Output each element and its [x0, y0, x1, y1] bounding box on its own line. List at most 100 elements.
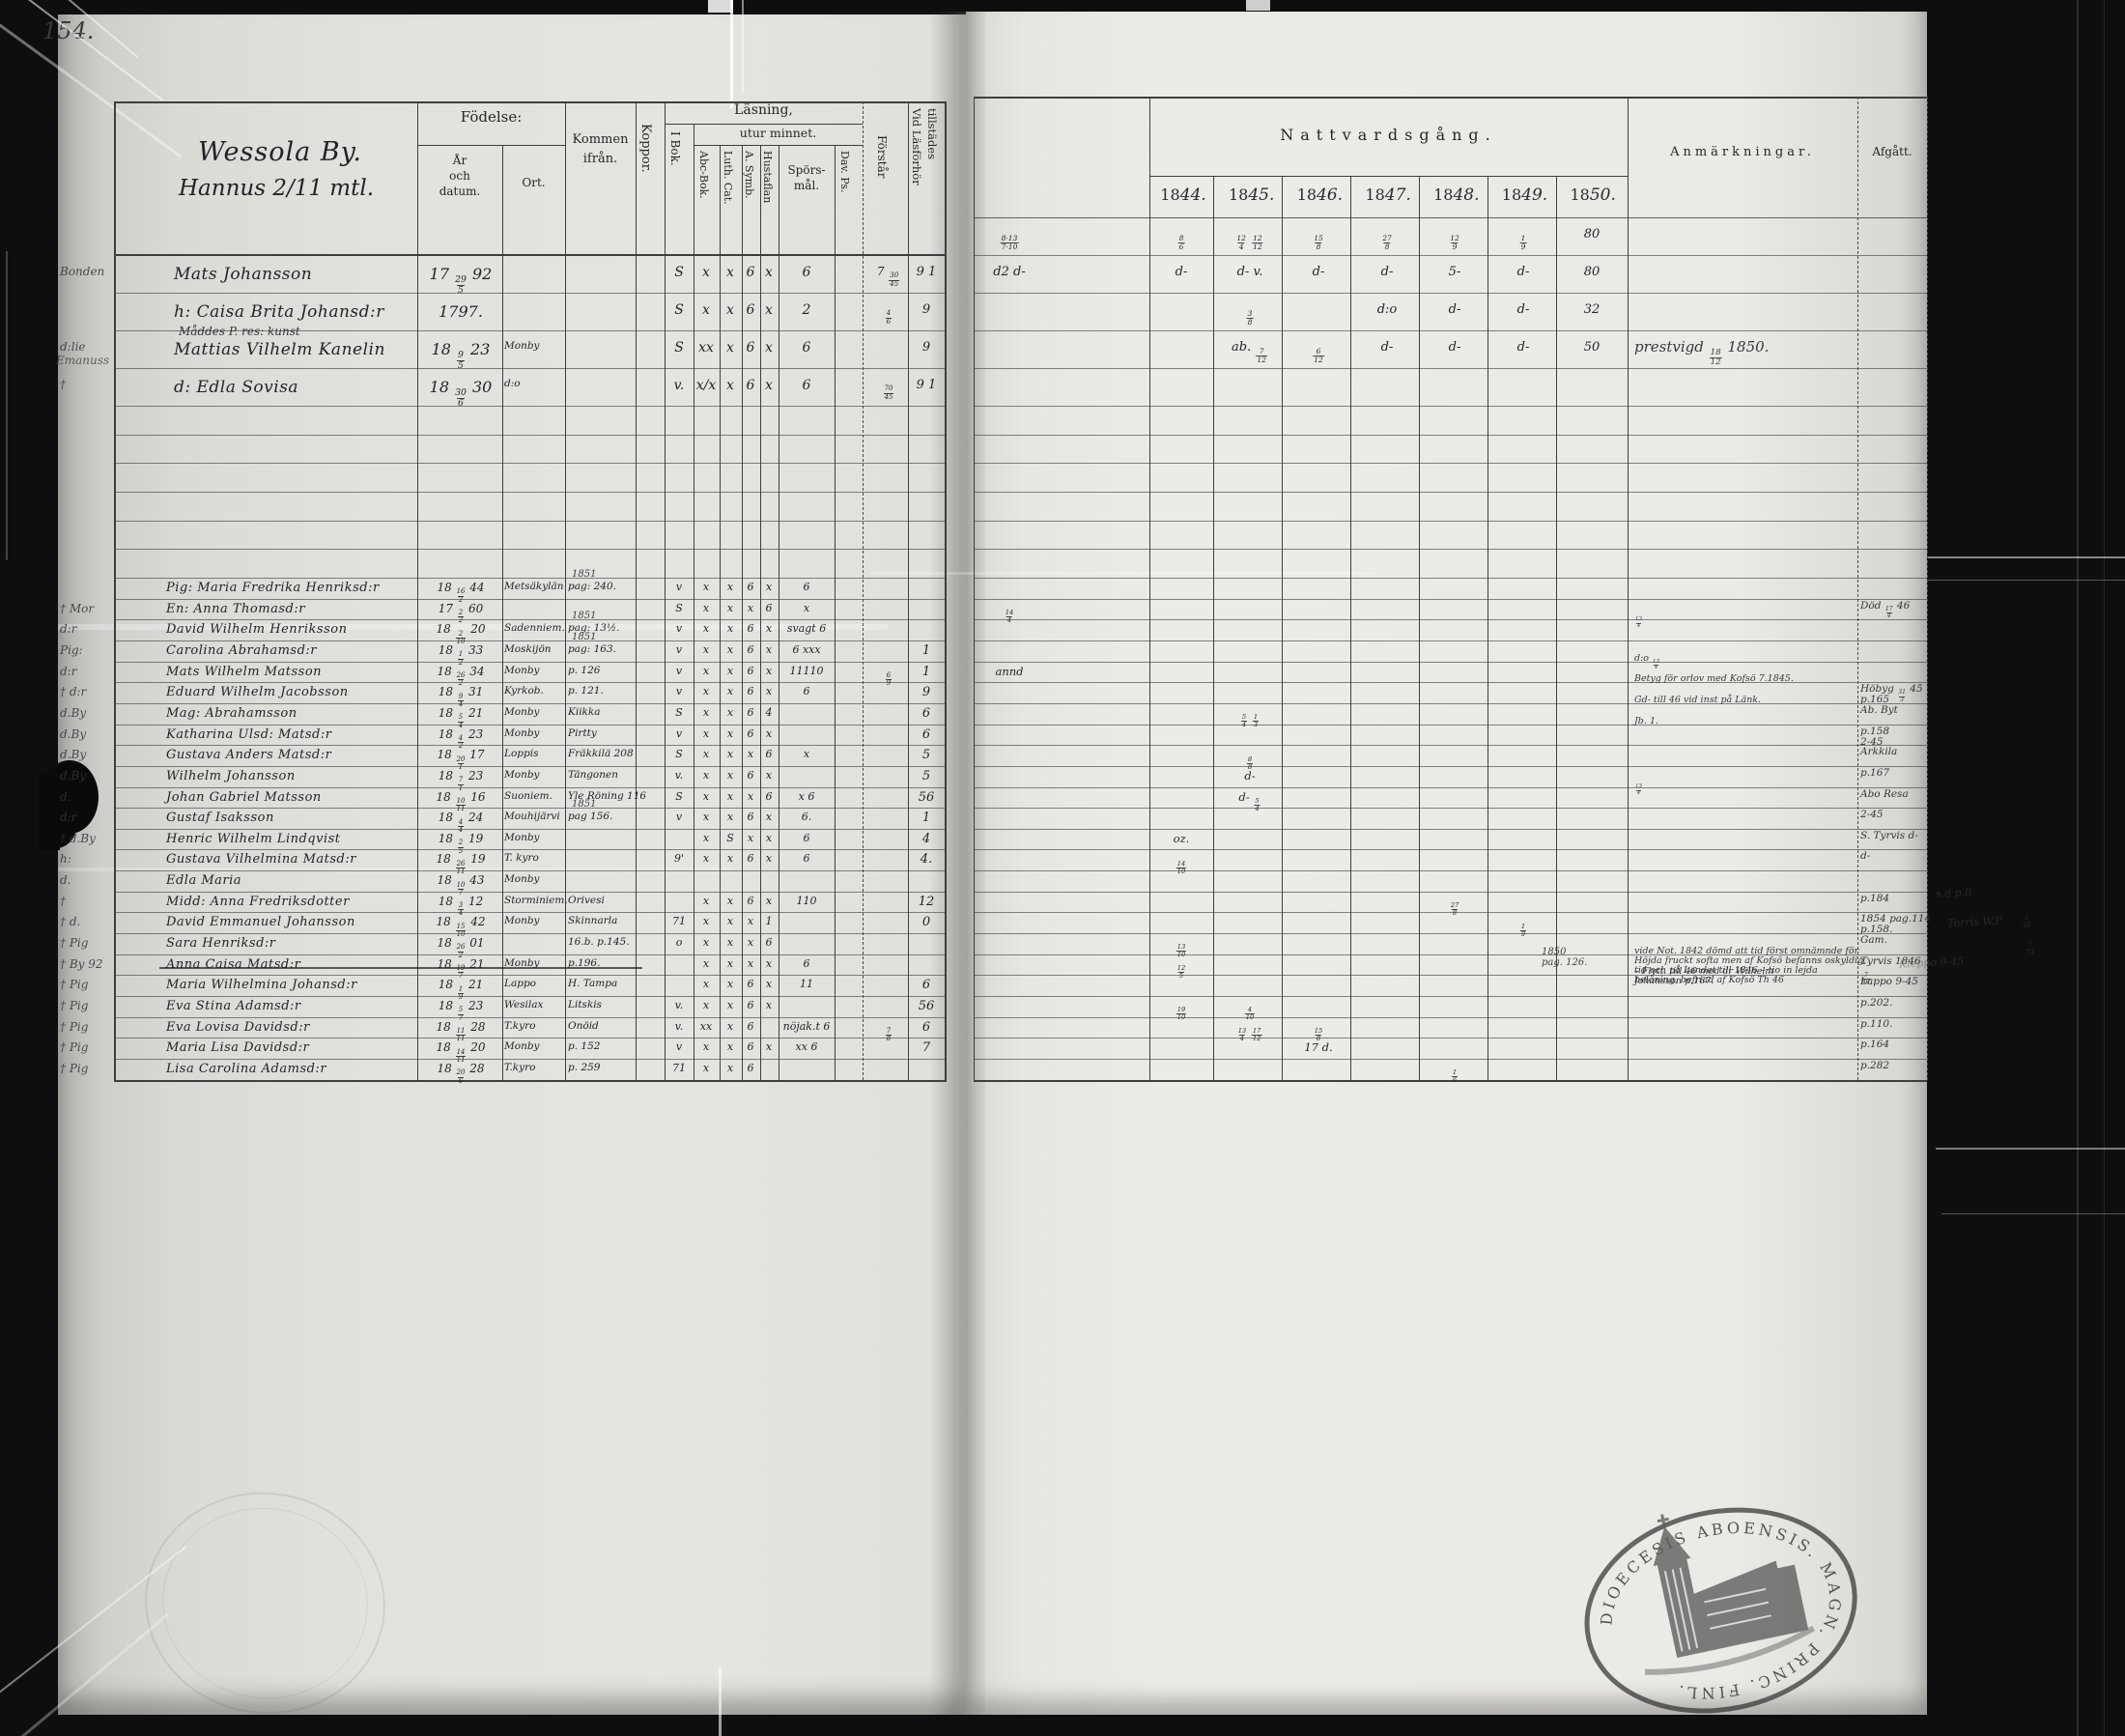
row-margin-note: d.By	[60, 726, 87, 741]
row-birthplace: Lappo	[504, 978, 536, 990]
communion-mark: d-	[1516, 265, 1530, 279]
row-page-ref-year: 1851	[572, 611, 597, 622]
row-birthplace: Monby	[504, 831, 540, 843]
grid-line	[974, 953, 1927, 955]
grid-line	[974, 97, 1927, 99]
grid-line	[114, 975, 945, 977]
grid-line	[114, 619, 945, 621]
reading-mark: 2	[802, 302, 811, 318]
remark-page-ref: 1850 pag. 126.	[1542, 946, 1588, 968]
departed-note: 7 46	[1861, 971, 1871, 986]
row-came-from: pag: 163.	[568, 642, 616, 655]
grid-line	[636, 101, 637, 1080]
communion-mark: oz.	[1173, 831, 1190, 845]
margin-scribble: 1 46	[2022, 914, 2032, 930]
grid-line	[114, 661, 945, 663]
reading-mark: x	[765, 340, 773, 356]
row-name-secondary: Måddes P. res: kunst	[179, 325, 300, 338]
grid-line	[417, 145, 565, 146]
communion-mark: d-	[1380, 265, 1394, 279]
row-came-from: Skinnarla	[568, 915, 618, 927]
right-page	[966, 12, 1927, 1715]
reading-mark: x	[726, 978, 734, 991]
reading-mark: v.	[674, 1019, 684, 1033]
row-page-ref-year: 1851	[572, 631, 597, 642]
film-scratch	[1246, 0, 1270, 11]
grid-line	[114, 808, 945, 810]
reading-mark: 6	[765, 601, 773, 614]
communion-mark: 5-	[1448, 265, 1461, 279]
reading-mark: x	[702, 601, 710, 614]
grid-line	[945, 101, 947, 1082]
row-birthplace: T.kyro	[504, 1061, 536, 1073]
communion-mark: 12 9	[1450, 233, 1459, 251]
row-birth-date: 18 26 11 19	[436, 852, 486, 876]
reading-mark: 6	[747, 685, 754, 698]
reading-mark: v.	[674, 768, 684, 782]
row-birth-date: 18 26 2 01	[437, 936, 485, 959]
row-birthplace: d:o	[504, 378, 521, 389]
remark-text: belöning, befriad af Kofsö Th 46	[1634, 974, 1784, 985]
grid-line	[114, 1080, 945, 1082]
grid-line	[974, 870, 1927, 872]
reading-mark: x	[747, 956, 754, 970]
row-birthplace: Mouhijärvi	[504, 811, 560, 823]
reading-mark: v.	[673, 378, 685, 393]
communion-mark: 17 d.	[1304, 1040, 1333, 1055]
header-fodelse: Födelse:	[460, 108, 523, 126]
grid-line	[974, 933, 1927, 935]
row-birthplace: Monby	[504, 915, 540, 927]
row-birth-date: 18 14 11 20	[436, 1040, 486, 1065]
reading-mark: xx 6	[795, 1040, 818, 1054]
reading-mark: x	[702, 705, 710, 719]
row-margin-note: †	[60, 894, 66, 908]
reading-mark: S	[674, 265, 684, 280]
grid-line	[665, 101, 666, 1080]
grid-line	[1282, 176, 1283, 1080]
row-margin-note: † d.By	[60, 831, 96, 845]
film-scratch	[1928, 556, 2125, 558]
grid-line	[114, 1058, 945, 1060]
row-birthplace: T.kyro	[504, 1019, 536, 1032]
header-a-symb: A. Symb.	[743, 151, 755, 199]
reading-mark: 1	[765, 915, 773, 928]
row-name: Eva Lovisa Davidsd:r	[166, 1019, 310, 1035]
row-birth-date: 1797.	[439, 302, 483, 321]
row-birthplace: Metsäkylän	[504, 581, 564, 592]
reading-mark: x	[747, 601, 754, 614]
reading-mark: x	[702, 915, 710, 928]
communion-mark: 19 10	[1176, 1006, 1187, 1022]
communion-mark: 6 12	[1313, 346, 1324, 364]
row-came-from: Kiikka	[568, 705, 601, 718]
communion-mark: 14 4	[1005, 608, 1014, 624]
reading-mark: 6	[747, 642, 754, 656]
grid-line	[908, 101, 909, 1080]
reading-mark: v	[675, 664, 683, 677]
header-luth-cat: Luth. Cat.	[722, 151, 734, 205]
reading-mark: 6.	[801, 811, 812, 824]
grid-line	[974, 255, 1927, 256]
reading-mark: x	[765, 685, 773, 698]
attendance-mark: 5	[921, 768, 931, 783]
reading-mark: 71	[672, 1061, 686, 1074]
communion-mark: annd	[995, 664, 1024, 678]
grid-line	[974, 1016, 1927, 1018]
departed-note: 2-45	[1860, 809, 1884, 821]
row-name: Maria Wilhelmina Johansd:r	[166, 978, 357, 993]
attendance-mark: 6	[921, 1019, 931, 1035]
row-name: Carolina Abrahamsd:r	[166, 642, 318, 658]
reading-mark: nöjak.t 6	[782, 1019, 831, 1033]
reading-mark: x	[747, 915, 754, 928]
row-margin-note: †	[60, 378, 66, 391]
reading-mark: 6	[746, 378, 755, 393]
reading-mark: 6	[802, 340, 811, 356]
grid-line	[114, 745, 945, 747]
communion-mark: d2 d-	[993, 265, 1026, 279]
reading-mark: 6 xxx	[792, 642, 821, 656]
grid-line	[114, 101, 116, 1080]
row-came-from: p. 259	[568, 1061, 601, 1073]
margin-scribble: s.d p.li	[1935, 886, 1972, 900]
reading-mark: x	[765, 581, 773, 593]
